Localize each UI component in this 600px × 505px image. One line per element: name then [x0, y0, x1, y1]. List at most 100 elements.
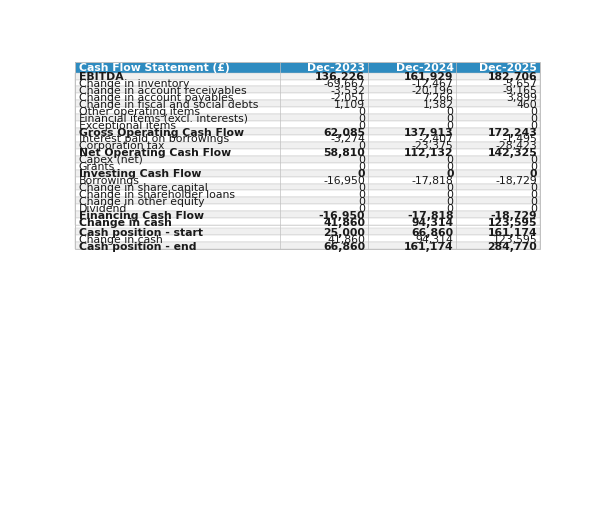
- Text: 0: 0: [530, 107, 537, 117]
- Text: -16,950: -16,950: [323, 176, 365, 186]
- Bar: [75, 63, 540, 73]
- Text: 0: 0: [358, 114, 365, 123]
- Text: 0: 0: [446, 107, 454, 117]
- Text: -3,532: -3,532: [330, 86, 365, 96]
- Text: Net Operating Cash Flow: Net Operating Cash Flow: [79, 148, 231, 158]
- Text: 137,913: 137,913: [404, 127, 454, 137]
- Text: Capex (net): Capex (net): [79, 155, 143, 165]
- Text: 136,226: 136,226: [315, 72, 365, 82]
- Text: 0: 0: [446, 162, 454, 172]
- Text: 112,132: 112,132: [404, 148, 454, 158]
- Text: 0: 0: [446, 204, 454, 214]
- Text: -5,657: -5,657: [502, 79, 537, 89]
- Text: Other operating items: Other operating items: [79, 107, 200, 117]
- Text: -1,495: -1,495: [502, 134, 537, 144]
- Text: -18,729: -18,729: [491, 211, 537, 220]
- Text: Interest paid on borrowings: Interest paid on borrowings: [79, 134, 229, 144]
- Text: 123,595: 123,595: [493, 234, 537, 244]
- Text: Grants: Grants: [79, 162, 115, 172]
- Bar: [75, 157, 540, 164]
- Text: -2,051: -2,051: [330, 92, 365, 103]
- Text: 0: 0: [530, 169, 537, 179]
- Text: 0: 0: [446, 183, 454, 192]
- Text: 0: 0: [446, 169, 454, 179]
- Text: Change in shareholder loans: Change in shareholder loans: [79, 189, 235, 199]
- Text: -23,375: -23,375: [412, 141, 454, 151]
- Text: -20,196: -20,196: [412, 86, 454, 96]
- Bar: [75, 170, 540, 177]
- Text: Cash Flow Statement (£): Cash Flow Statement (£): [79, 63, 229, 73]
- Bar: [75, 115, 540, 122]
- Bar: [75, 87, 540, 94]
- Text: Dividend: Dividend: [79, 204, 127, 214]
- Text: 284,770: 284,770: [487, 241, 537, 251]
- Bar: [75, 226, 540, 229]
- Text: 1,382: 1,382: [422, 99, 454, 110]
- Bar: [75, 229, 540, 236]
- Text: 460: 460: [517, 99, 537, 110]
- Text: 0: 0: [358, 169, 365, 179]
- Text: 161,174: 161,174: [404, 241, 454, 251]
- Text: Financing Cash Flow: Financing Cash Flow: [79, 211, 204, 220]
- Bar: [75, 108, 540, 115]
- Text: 0: 0: [530, 196, 537, 207]
- Bar: [75, 198, 540, 205]
- Text: Borrowings: Borrowings: [79, 176, 140, 186]
- Bar: [75, 236, 540, 243]
- Text: 0: 0: [530, 162, 537, 172]
- Text: Change in account receivables: Change in account receivables: [79, 86, 247, 96]
- Text: 3,899: 3,899: [506, 92, 537, 103]
- Text: 182,706: 182,706: [488, 72, 537, 82]
- Text: 0: 0: [530, 204, 537, 214]
- Text: 172,243: 172,243: [487, 127, 537, 137]
- Bar: [75, 149, 540, 157]
- Text: 0: 0: [530, 183, 537, 192]
- Text: 0: 0: [530, 155, 537, 165]
- Text: 123,595: 123,595: [488, 217, 537, 227]
- Text: Cash position - end: Cash position - end: [79, 241, 196, 251]
- Text: 41,860: 41,860: [323, 217, 365, 227]
- Text: -3,274: -3,274: [330, 134, 365, 144]
- Text: 161,929: 161,929: [404, 72, 454, 82]
- Text: 66,860: 66,860: [412, 227, 454, 237]
- Text: 0: 0: [358, 183, 365, 192]
- Text: Change in fiscal and social debts: Change in fiscal and social debts: [79, 99, 258, 110]
- Text: Change in share capital: Change in share capital: [79, 183, 208, 192]
- Text: 0: 0: [530, 114, 537, 123]
- Bar: [75, 129, 540, 136]
- Bar: [75, 142, 540, 149]
- Bar: [75, 212, 540, 219]
- Text: Change in other equity: Change in other equity: [79, 196, 204, 207]
- Text: EBITDA: EBITDA: [79, 72, 124, 82]
- Bar: [75, 80, 540, 87]
- Text: Cash position - start: Cash position - start: [79, 227, 203, 237]
- Bar: [75, 122, 540, 129]
- Text: Exceptional items: Exceptional items: [79, 120, 176, 130]
- Text: 7,266: 7,266: [422, 92, 454, 103]
- Text: 58,810: 58,810: [323, 148, 365, 158]
- Text: -17,818: -17,818: [412, 176, 454, 186]
- Text: 62,085: 62,085: [323, 127, 365, 137]
- Text: Change in inventory: Change in inventory: [79, 79, 189, 89]
- Text: -12,467: -12,467: [412, 79, 454, 89]
- Text: Change in cash: Change in cash: [79, 234, 163, 244]
- Text: -69,667: -69,667: [323, 79, 365, 89]
- Text: 0: 0: [358, 120, 365, 130]
- Text: Change in account payables: Change in account payables: [79, 92, 233, 103]
- Text: Dec-2025: Dec-2025: [479, 63, 537, 73]
- Bar: [75, 63, 540, 249]
- Text: 25,000: 25,000: [323, 227, 365, 237]
- Text: 0: 0: [446, 196, 454, 207]
- Text: 0: 0: [358, 141, 365, 151]
- Bar: [75, 101, 540, 108]
- Text: Financial items (excl. interests): Financial items (excl. interests): [79, 114, 248, 123]
- Text: 0: 0: [446, 114, 454, 123]
- Text: -2,407: -2,407: [419, 134, 454, 144]
- Bar: [75, 136, 540, 142]
- Text: 0: 0: [530, 120, 537, 130]
- Text: 94,314: 94,314: [416, 234, 454, 244]
- Text: 66,860: 66,860: [323, 241, 365, 251]
- Text: 0: 0: [358, 204, 365, 214]
- Text: Corporation tax: Corporation tax: [79, 141, 164, 151]
- Text: 0: 0: [358, 155, 365, 165]
